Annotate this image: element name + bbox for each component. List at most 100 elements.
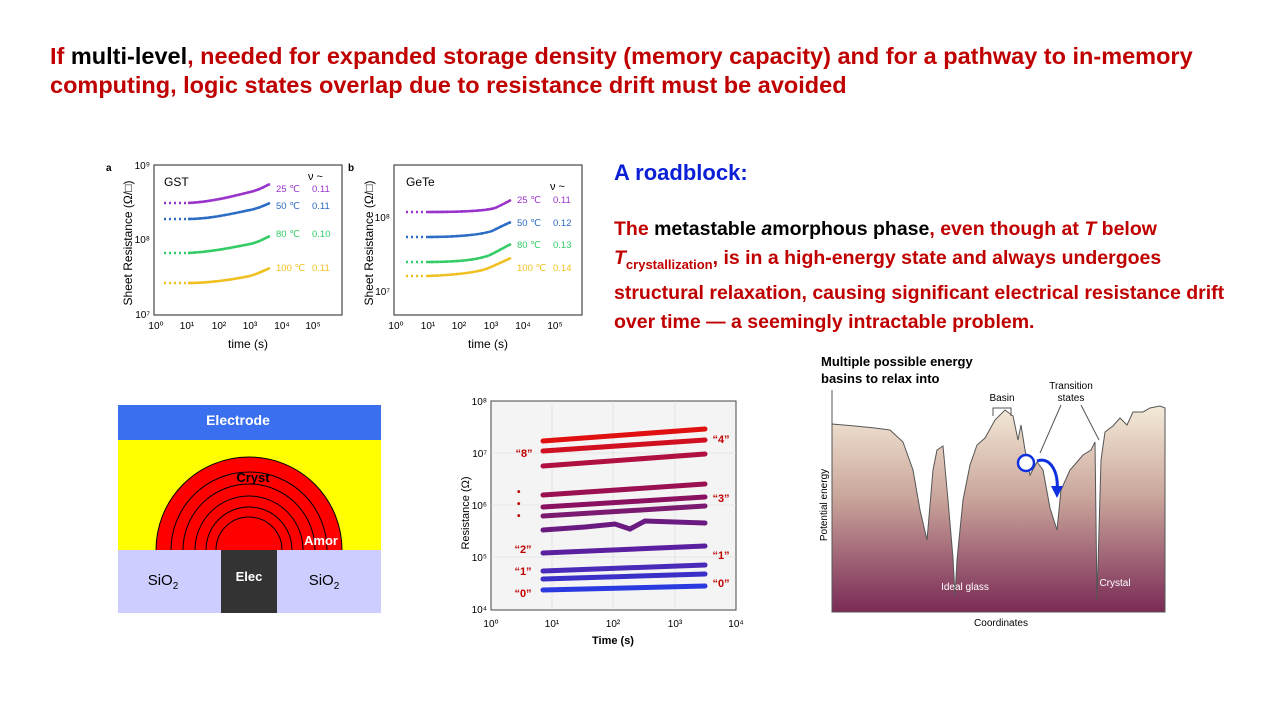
panel-b-xtick-0: 10⁰	[388, 321, 403, 332]
cryst-label: Cryst	[236, 470, 270, 485]
panel-b-nu-header: ν ~	[550, 181, 565, 193]
energy-landscape-figure: Multiple possible energy basins to relax…	[819, 354, 1166, 629]
rb-t10: , is in a high-energy state and always u…	[614, 247, 1225, 333]
panel-b-nu-25: 0.11	[553, 195, 571, 206]
bottom-electrode	[221, 550, 277, 613]
ml-xtick-2: 10²	[606, 619, 621, 630]
ml-right-label-4: “4”	[712, 434, 729, 446]
panel-b-nu-50: 0.12	[553, 218, 572, 229]
panel-a-xtick-0: 10⁰	[148, 321, 163, 332]
energy-title-1: Multiple possible energy	[821, 354, 973, 369]
sio2-right-label: SiO2	[309, 572, 340, 592]
panel-b-curve-50-solid	[427, 220, 512, 239]
multilevel-traces	[540, 426, 708, 593]
panel-a-curve-50-solid	[187, 201, 271, 221]
ideal-glass-label: Ideal glass	[941, 582, 989, 593]
ml-left-label-8: “8”	[515, 448, 532, 460]
rb-t3: a	[761, 218, 773, 240]
ml-right-label-1: “1”	[712, 550, 729, 562]
ml-right-label-3: “3”	[712, 493, 729, 505]
panel-a-xtick-5: 10⁵	[305, 321, 320, 332]
relaxation-arrowhead	[1051, 486, 1063, 498]
rb-t6: T	[1084, 218, 1097, 240]
panel-a-xtick-2: 10²	[212, 321, 227, 332]
panel-a-material: GST	[164, 175, 189, 189]
panel-b-curve-25	[406, 198, 512, 214]
panel-b-xlabel: time (s)	[468, 337, 508, 351]
ml-left-label-0: “0”	[514, 588, 531, 600]
rb-t5: , even though at	[929, 218, 1085, 240]
panel-b-nu-100: 0.14	[553, 263, 572, 274]
ml-ytick-1: 10⁵	[472, 553, 487, 564]
multilevel-figure: Resistance (Ω) 10⁴ 10⁵ 10⁶ 10⁷ 10⁸ 10⁰ 1…	[460, 397, 744, 647]
sio2-left-label: SiO2	[148, 572, 179, 592]
panel-b-curve-25-solid	[427, 198, 512, 214]
energy-ylabel: Potential energy	[819, 469, 830, 541]
title-part1: If	[50, 43, 71, 69]
rb-t1: The	[614, 218, 655, 240]
device-schematic: Electrode Cryst Amor Elec SiO2 SiO2	[118, 405, 381, 613]
drift-figure: a Sheet Resistance (Ω/□) GST ν ~ 10⁷ 10⁸…	[106, 161, 583, 351]
amorphous-dome	[155, 456, 343, 550]
panel-b-nu-80: 0.13	[553, 240, 572, 251]
top-electrode	[118, 405, 381, 440]
ml-ytick-2: 10⁶	[472, 501, 487, 512]
panel-a-nu-50: 0.11	[312, 201, 330, 212]
panel-a-ytick-2: 10⁹	[135, 161, 150, 172]
rb-t9: crystallization	[625, 256, 713, 272]
basin-bracket	[992, 407, 1012, 416]
ml-left-label-2: “2”	[514, 544, 531, 556]
ml-xtick-0: 10⁰	[483, 619, 498, 630]
ml-dot-2: •	[517, 499, 521, 510]
panel-b-label-25: 25 ℃	[517, 195, 541, 206]
panel-a-xtick-4: 10⁴	[274, 321, 289, 332]
ml-xtick-4: 10⁴	[728, 619, 743, 630]
multilevel-ylabel: Resistance (Ω)	[460, 476, 472, 549]
elec-label: Elec	[236, 569, 263, 584]
panel-a-ytick-0: 10⁷	[135, 310, 150, 321]
panel-b-curve-100-solid	[427, 256, 512, 278]
panel-a-nu-80: 0.10	[312, 229, 331, 240]
amor-label: Amor	[304, 533, 338, 548]
panel-b-ylabel: Sheet Resistance (Ω/□)	[362, 181, 376, 306]
panel-b-xtick-4: 10⁴	[515, 321, 530, 332]
ml-ytick-0: 10⁴	[472, 605, 487, 616]
panel-a-label-50: 50 ℃	[276, 201, 300, 212]
panel-a-curve-80-solid	[187, 234, 271, 255]
rb-t2: metastable	[654, 218, 762, 240]
panel-b-label-80: 80 ℃	[517, 240, 541, 251]
title-part3: , needed for expanded storage density (m…	[50, 43, 1193, 98]
panel-b-xtick-2: 10²	[452, 321, 467, 332]
panel-a-label-25: 25 ℃	[276, 184, 300, 195]
panel-a-label-80: 80 ℃	[276, 229, 300, 240]
panel-a-nu-25: 0.11	[312, 184, 330, 195]
ml-right-label-0: “0”	[712, 578, 729, 590]
transition-label-2: states	[1058, 393, 1085, 404]
panel-b-frame	[393, 164, 583, 316]
panel-a-letter: a	[106, 163, 112, 174]
panel-b-label-50: 50 ℃	[517, 218, 541, 229]
panel-a-ytick-1: 10⁸	[135, 235, 150, 246]
roadblock-body: The metastable amorphous phase, even tho…	[614, 215, 1234, 337]
crystal-label: Crystal	[1099, 578, 1130, 589]
panel-b-letter: b	[348, 163, 354, 174]
multilevel-xlabel: Time (s)	[592, 635, 634, 647]
panel-b-ytick-0: 10⁷	[375, 287, 390, 298]
transition-pointer-2	[1080, 404, 1100, 441]
panel-a-frame	[153, 164, 343, 316]
panel-b-xtick-5: 10⁵	[547, 321, 562, 332]
relaxation-arrow	[1036, 458, 1059, 491]
panel-a-ylabel: Sheet Resistance (Ω/□)	[121, 181, 135, 306]
title-multilevel: multi-level	[70, 43, 188, 69]
ml-ytick-3: 10⁷	[472, 449, 487, 460]
panel-a-nu-100: 0.11	[312, 263, 330, 274]
sio2-right	[277, 550, 381, 613]
energy-title-2: basins to relax into	[821, 371, 940, 386]
state-marker	[1016, 453, 1036, 473]
electrode-label: Electrode	[206, 412, 270, 428]
panel-b-label-100: 100 ℃	[517, 263, 546, 274]
rb-t8: T	[614, 247, 626, 269]
panel-a-label-100: 100 ℃	[276, 263, 305, 274]
panel-b-xtick-3: 10³	[484, 321, 499, 332]
ml-left-label-1: “1”	[514, 566, 531, 578]
